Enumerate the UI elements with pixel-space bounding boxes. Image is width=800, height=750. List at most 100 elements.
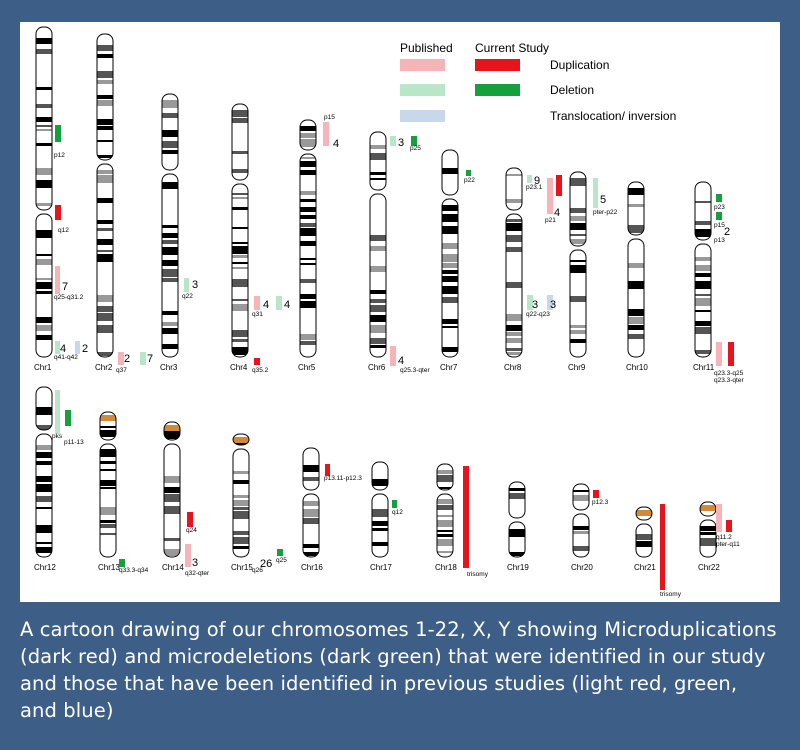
- legend: Published Current Study Duplication Dele…: [400, 41, 676, 123]
- band-label: q31: [252, 311, 263, 318]
- cnv-mark-del-published: [184, 278, 189, 292]
- cnv-mark-del-current: [65, 410, 71, 426]
- chromosome-label: Chr22: [698, 563, 720, 572]
- chromosome-4: Chr4: [230, 103, 249, 372]
- chromosome-16: Chr16: [301, 447, 323, 572]
- legend-duplication-published-swatch: [400, 59, 445, 71]
- chromosome-17: Chr17: [370, 461, 392, 572]
- chromosome-label: Chr2: [95, 363, 113, 372]
- band-label: q26: [252, 567, 263, 574]
- chromosome-label: Chr11: [693, 363, 715, 372]
- band-label: pter-p22: [593, 209, 618, 216]
- cnv-mark-del-current: [55, 125, 61, 142]
- band-label: trisomy: [660, 591, 682, 598]
- cnv-mark-dup-published: [390, 346, 396, 366]
- cnv-mark-dup-published: [254, 296, 260, 310]
- chromosome-label: Chr19: [507, 563, 529, 572]
- chromosome-1: Chr1: [34, 26, 53, 372]
- band-label: q35.2: [252, 367, 269, 374]
- band-label: pks: [52, 433, 63, 440]
- legend-current-header: Current Study: [475, 41, 549, 55]
- cnv-mark-dup-published: [118, 352, 124, 365]
- chromosome-5: Chr5: [298, 119, 317, 372]
- chromosome-label: Chr16: [301, 563, 323, 572]
- cnv-mark-del-current: [411, 136, 417, 146]
- cnv-mark-del-current: [716, 194, 722, 202]
- chromosome-12: Chr12: [34, 386, 56, 572]
- legend-published-header: Published: [400, 41, 453, 55]
- cnv-mark-del-published: [140, 352, 146, 365]
- cnv-mark-dup-published: [547, 178, 553, 214]
- chromosome-10: Chr10: [626, 181, 648, 372]
- cnv-mark-del-current: [392, 500, 397, 508]
- band-label: q32-qter: [185, 570, 210, 577]
- chromosome-label: Chr9: [568, 363, 586, 372]
- chromosome-21: Chr21: [634, 506, 656, 572]
- chromosome-9: Chr9: [568, 171, 587, 372]
- cnv-mark-dup-current: [556, 175, 562, 196]
- band-label: p12.3: [592, 499, 609, 506]
- band-label: q12: [58, 227, 69, 234]
- legend-duplication-current-swatch: [475, 59, 520, 71]
- chromosome-7: Chr7: [440, 149, 459, 372]
- cnv-mark-del-published: [390, 136, 396, 146]
- chromosome-2: Chr2: [95, 33, 114, 372]
- band-label: q37: [116, 367, 127, 374]
- study-count: 4: [284, 299, 290, 311]
- cnv-mark-del-published: [527, 175, 532, 183]
- band-label: q11.2: [716, 534, 732, 541]
- chromosome-20: Chr20: [571, 483, 593, 572]
- cnv-mark-del-current: [277, 549, 283, 556]
- cnv-mark-dup-current: [55, 205, 61, 220]
- band-label: pter-q11: [716, 541, 740, 548]
- chromosome-label: Chr15: [231, 563, 253, 572]
- band-label: q25: [276, 557, 287, 564]
- chromosome-6: Chr6: [368, 131, 387, 372]
- legend-translocation-label: Translocation/ inversion: [550, 109, 676, 123]
- chromosome-11: Chr11: [693, 181, 715, 372]
- legend-duplication-label: Duplication: [550, 58, 609, 72]
- cnv-mark-dup-current: [463, 466, 469, 568]
- study-count: 2: [82, 343, 88, 355]
- band-label: p25: [410, 145, 421, 152]
- chromosome-label: Chr5: [298, 363, 316, 372]
- study-count: 4: [60, 343, 66, 355]
- chromosome-8: Chr8: [504, 167, 523, 372]
- cnv-mark-del-published: [593, 178, 598, 208]
- chromosomes-layer: Chr1 Chr2 Chr3 Chr4 Chr5 Chr6 Chr7 Chr8 Chr9 Chr1…: [34, 26, 720, 572]
- study-count: 7: [147, 353, 153, 365]
- cnv-mark-dup-published: [323, 122, 329, 146]
- study-count: 3: [550, 299, 556, 311]
- chromosome-label: Chr14: [162, 563, 184, 572]
- chromosome-label: Chr12: [34, 563, 56, 572]
- chromosome-14: Chr14: [162, 421, 184, 572]
- legend-deletion-label: Deletion: [550, 83, 594, 97]
- band-label: q24: [186, 527, 197, 534]
- legend-deletion-current-swatch: [475, 84, 520, 96]
- study-count: 7: [62, 281, 68, 293]
- band-label: p23.1: [526, 184, 543, 191]
- study-count: 4: [333, 138, 339, 150]
- band-label: p12: [54, 152, 65, 159]
- cnv-mark-dup-current: [254, 358, 260, 365]
- band-label: p11-13: [64, 439, 84, 446]
- cnv-mark-dup-current: [187, 512, 193, 527]
- band-label: p21: [545, 217, 556, 224]
- study-count: 9: [534, 175, 540, 187]
- study-count: 2: [724, 226, 730, 238]
- chromosome-label: Chr20: [571, 563, 593, 572]
- study-count: 3: [192, 279, 198, 291]
- chromosome-15: Chr15: [231, 433, 253, 572]
- band-label: p22: [464, 177, 475, 184]
- cnv-mark-trans-published: [547, 295, 553, 310]
- labels-layer: p12 q12 q25-q31.2 q41-q42 q37 q22 q31 q35.2 p15 p…: [52, 114, 744, 598]
- band-label: q23.3-q25: [714, 370, 744, 377]
- study-count: 3: [398, 137, 404, 149]
- band-label: q23.3-qter: [714, 377, 744, 384]
- cnv-mark-del-current: [119, 559, 125, 567]
- chromosome-22: Chr22: [698, 501, 720, 572]
- chromosome-label: Chr4: [230, 363, 248, 372]
- cnv-mark-del-published: [55, 390, 60, 434]
- legend-deletion-published-swatch: [400, 84, 445, 96]
- cnv-mark-dup-published: [185, 544, 191, 567]
